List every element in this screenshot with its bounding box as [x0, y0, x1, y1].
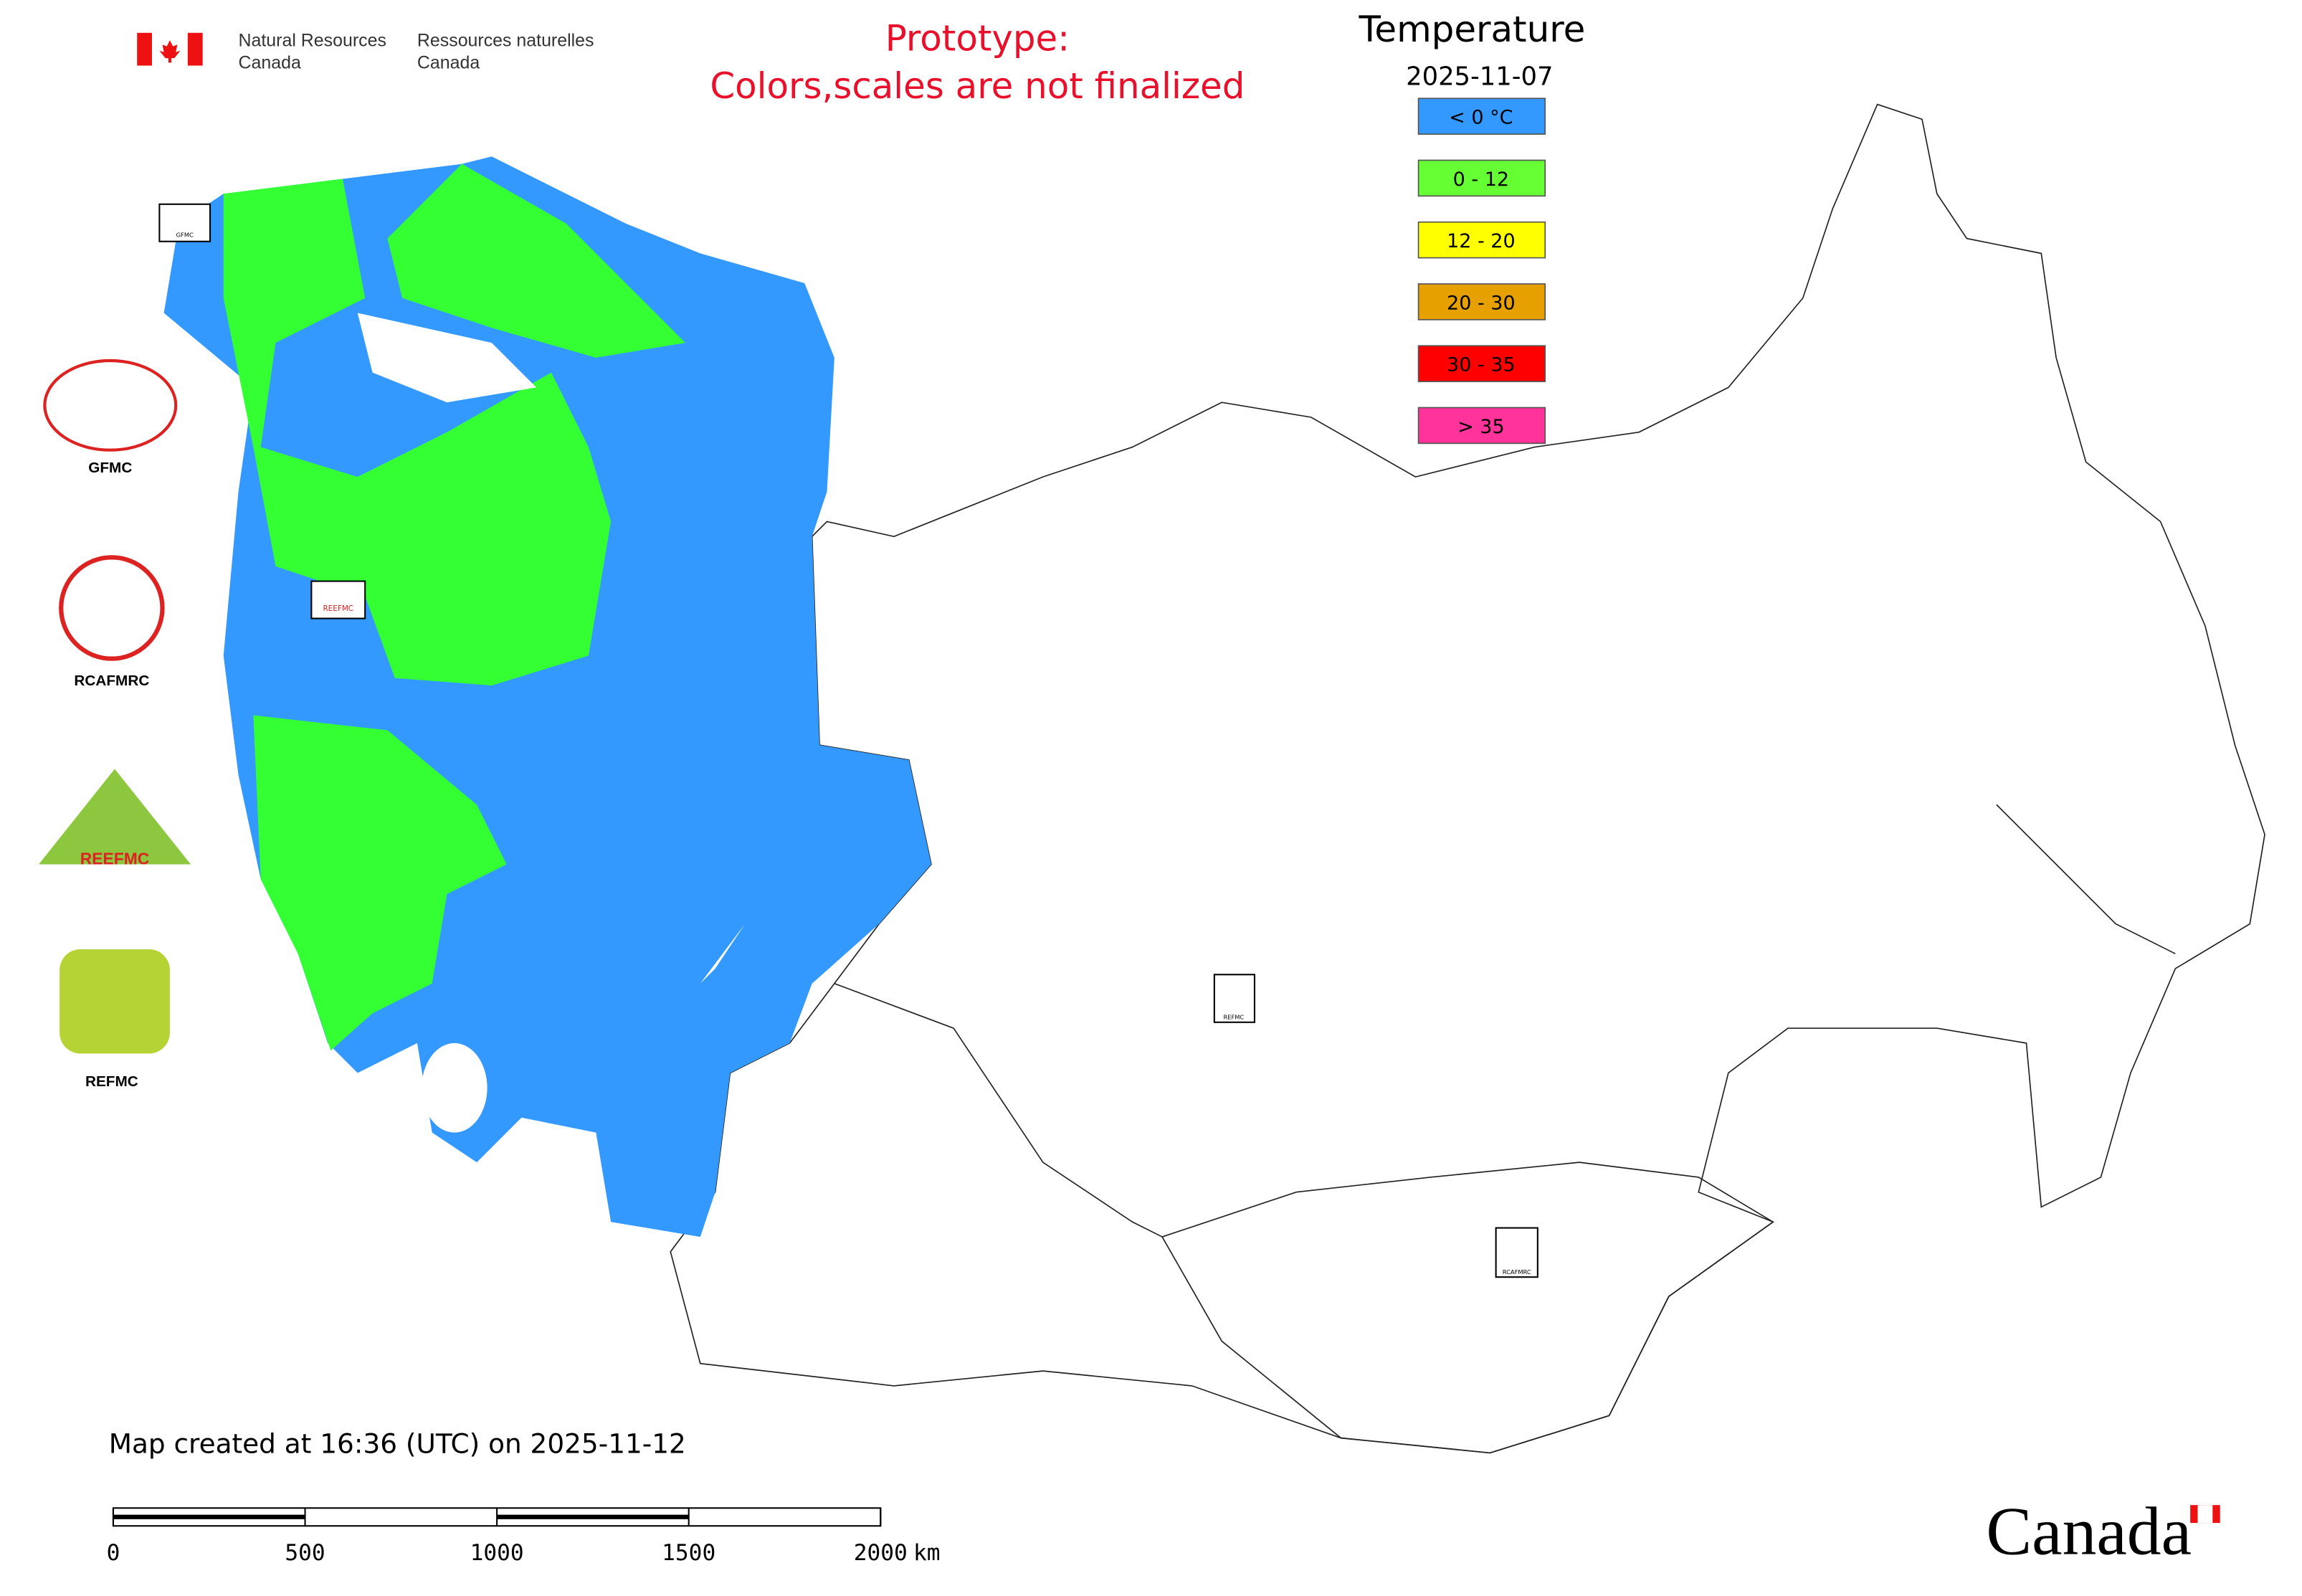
scale-label: 500 [285, 1540, 325, 1566]
white-sea [357, 313, 537, 403]
marker-box [158, 203, 211, 242]
legend-swatch [1417, 98, 1546, 135]
legend-label: > 35 [1457, 416, 1505, 438]
coastline [1996, 804, 2176, 954]
logo-reefmc [39, 769, 191, 865]
logo-refmc [60, 949, 170, 1054]
dept-fr: Ressources naturelles [417, 30, 594, 50]
scale-label: 1500 [662, 1540, 715, 1566]
notice: Prototype: [885, 18, 1070, 60]
legend: Temperature 2025-11-07 < 0 °C 0 - 12 12 - … [1358, 9, 1585, 445]
flag-band [187, 32, 203, 66]
logo-gfmc [43, 358, 178, 452]
scale-unit: km [913, 1540, 941, 1566]
border [834, 982, 1163, 1238]
logo-label: REFMC [85, 1073, 138, 1090]
map [163, 103, 2265, 1454]
legend-title: Temperature [1358, 9, 1585, 50]
logo-label: REEFMC [80, 849, 150, 868]
marker-label: REEFMC [323, 604, 353, 613]
map-markers: GFMC REEFMC REFMC RCAFMRC [158, 203, 1538, 1278]
temperature-area-0-12 [253, 715, 507, 1051]
legend-label: 20 - 30 [1447, 292, 1516, 314]
logos: GFMC RCAFMRC REEFMC REFMC [39, 358, 191, 1090]
nrcan-signature: Natural Resources Canada Ressources natu… [137, 30, 594, 73]
marker-box [1213, 974, 1255, 1023]
legend-swatch [1417, 407, 1546, 445]
marker-label: REFMC [1223, 1014, 1244, 1021]
scale-label: 2000 [854, 1540, 908, 1566]
caspian-sea [422, 1042, 487, 1133]
flag-band [137, 32, 152, 66]
scale-label: 1000 [470, 1540, 524, 1566]
mongolia-outline [1161, 1162, 1774, 1454]
scale-label: 0 [107, 1540, 120, 1566]
logo-label: RCAFMRC [74, 673, 149, 689]
created-note: Map created at 16:36 (UTC) on 2025-11-12 [109, 1428, 686, 1459]
dept-fr: Canada [417, 53, 480, 73]
legend-swatch [1417, 345, 1546, 382]
marker-label: GFMC [176, 232, 194, 239]
logo-rcafmrc [59, 555, 165, 661]
dept-en: Natural Resources [239, 30, 386, 50]
maple-leaf [159, 40, 181, 63]
legend-date: 2025-11-07 [1406, 62, 1553, 92]
legend-swatch [1417, 283, 1546, 320]
legend-label: 0 - 12 [1453, 168, 1509, 191]
canada-wordmark: Canada [1986, 1493, 2220, 1569]
temperature-area-0-12 [223, 179, 612, 686]
legend-label: < 0 °C [1449, 107, 1513, 129]
marker-label: RCAFMRC [1503, 1268, 1531, 1276]
legend-label: 12 - 20 [1447, 230, 1516, 252]
logo-label: GFMC [88, 460, 132, 476]
dept-en: Canada [239, 53, 301, 73]
marker-box [1495, 1227, 1538, 1278]
legend-swatch [1417, 221, 1546, 259]
temperature-area-0-12 [387, 163, 686, 358]
legend-label: 30 - 35 [1447, 354, 1516, 376]
marker-box [310, 580, 366, 619]
legend-swatch [1417, 159, 1546, 197]
wordmark-flag-center [2197, 1505, 2213, 1524]
wordmark: Canada [1986, 1493, 2192, 1569]
scale-bar: 0 500 1000 1500 2000 km [107, 1507, 941, 1566]
notice: Colors,scales are not finalized [710, 65, 1245, 107]
